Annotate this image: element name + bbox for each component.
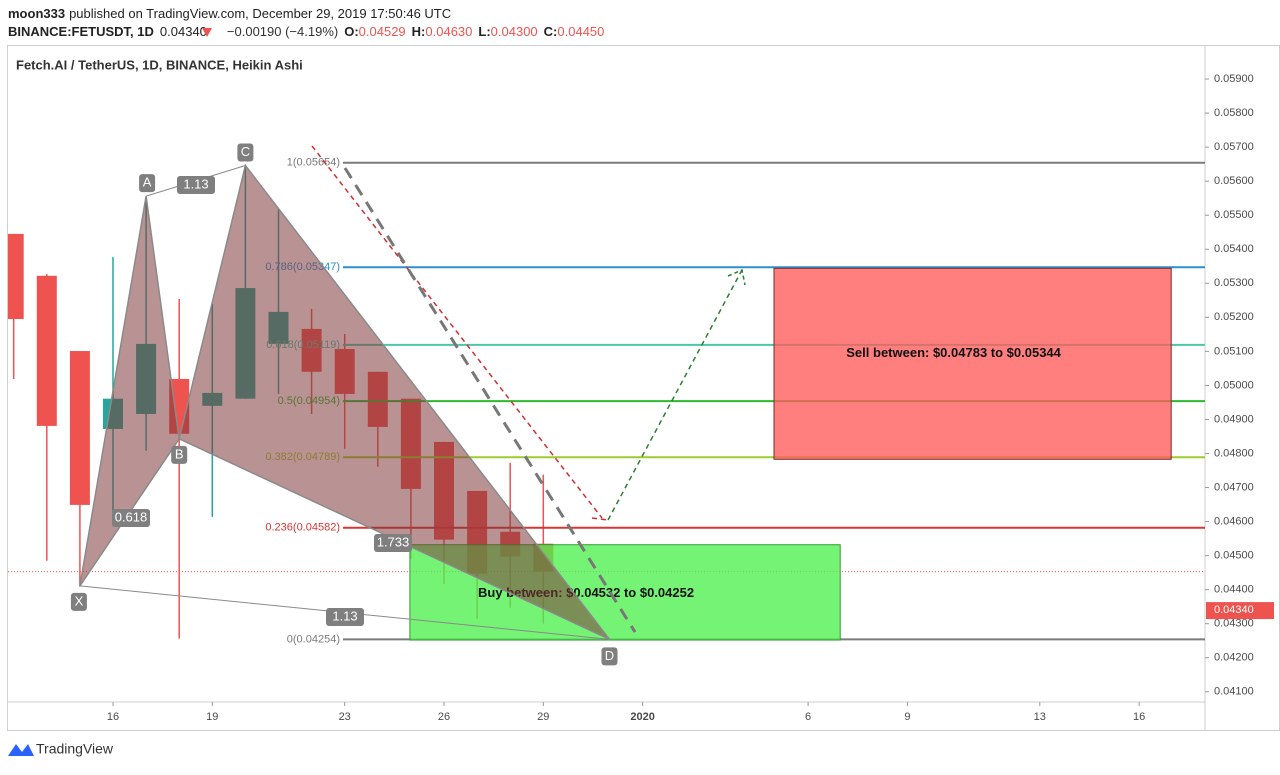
candle-body xyxy=(36,275,57,426)
harmonic-pattern xyxy=(79,163,611,641)
published: published on TradingView.com, December 2… xyxy=(69,6,451,21)
header-line: moon333 published on TradingView.com, Dec… xyxy=(8,6,451,21)
ohlc-key: O: xyxy=(344,24,358,39)
x-tick-label: 16 xyxy=(1133,711,1145,723)
last-price: 0.04340 xyxy=(160,24,207,39)
y-tick-label: 0.04900 xyxy=(1214,413,1254,425)
ratio-label: 1.13 xyxy=(332,608,357,623)
ohlc-value: 0.04529 xyxy=(359,24,406,39)
y-tick-label: 0.04100 xyxy=(1214,686,1254,698)
x-tick-label: 2020 xyxy=(630,711,654,723)
ohlc-value: 0.04300 xyxy=(491,24,538,39)
y-tick-label: 0.05000 xyxy=(1214,379,1254,391)
overlay: 0.04340 xyxy=(1206,602,1274,620)
x-tick-label: 26 xyxy=(438,711,450,723)
symbol: BINANCE:FETUSDT, 1D xyxy=(8,24,154,39)
point-label-box xyxy=(139,174,156,193)
ratio-label: 1.733 xyxy=(377,534,410,549)
fib-label: 0(0.04254) xyxy=(287,633,340,645)
x-tick-label: 23 xyxy=(339,711,351,723)
y-tick-label: 0.05600 xyxy=(1214,175,1254,187)
ohlc-value: 0.04450 xyxy=(557,24,604,39)
y-tick-label: 0.04400 xyxy=(1214,584,1254,596)
projections xyxy=(311,145,746,633)
point-label: A xyxy=(143,175,152,190)
candle-body xyxy=(8,233,24,320)
point-label: C xyxy=(241,144,250,159)
ratio-label-box xyxy=(374,534,412,552)
ohlc-key: C: xyxy=(544,24,558,39)
projection-line xyxy=(591,517,609,521)
ohlc-key: L: xyxy=(478,24,490,39)
ratio-label-box xyxy=(112,509,150,527)
x-tick-label: 16 xyxy=(107,711,119,723)
y-tick-label: 0.04700 xyxy=(1214,481,1254,493)
price-label-box xyxy=(1206,602,1274,620)
projection-line xyxy=(311,145,603,519)
pattern-xab xyxy=(79,196,180,587)
footer: TradingView xyxy=(8,741,114,757)
projection-line xyxy=(607,269,743,521)
y-tick-label: 0.04800 xyxy=(1214,447,1254,459)
y-tick-label: 0.05200 xyxy=(1214,311,1254,323)
symbol-line: BINANCE:FETUSDT, 1D 0.04340 −0.00190 (−4.1… xyxy=(8,24,604,39)
candle-body xyxy=(69,351,90,505)
ratio-label: 0.618 xyxy=(115,509,148,524)
zone-label: Sell between: $0.04783 to $0.05344 xyxy=(846,345,1061,360)
down-arrow xyxy=(202,28,212,37)
y-tick-label: 0.05100 xyxy=(1214,345,1254,357)
ohlc-value: 0.04630 xyxy=(425,24,472,39)
point-label: B xyxy=(175,446,184,461)
x-tick-label: 9 xyxy=(904,711,910,723)
x-tick-label: 19 xyxy=(206,711,218,723)
fib-label: 1(0.05654) xyxy=(287,157,340,169)
y-tick-label: 0.05300 xyxy=(1214,277,1254,289)
point-label-box xyxy=(601,647,618,666)
ratio-label-box xyxy=(177,176,215,194)
pattern-bcd xyxy=(178,163,611,641)
logo xyxy=(8,744,34,756)
y-tick-label: 0.05400 xyxy=(1214,243,1254,255)
point-label: D xyxy=(605,648,614,663)
y-tick-label: 0.05700 xyxy=(1214,141,1254,153)
point-label-box xyxy=(237,143,254,162)
point-label-box xyxy=(171,445,188,464)
change: −0.00190 (−4.19%) xyxy=(227,24,338,39)
ticks: 0.04100 0.04200 0.04300 0.04400 0.04500 0.046… xyxy=(107,73,1254,723)
projection-line xyxy=(343,167,637,633)
chart-title: Fetch.AI / TetherUS, 1D, BINANCE, Heikin… xyxy=(16,57,303,72)
ratio-label: 1.13 xyxy=(183,176,208,191)
arrow-head xyxy=(727,268,746,286)
y-tick-label: 0.04600 xyxy=(1214,515,1254,527)
point-label: X xyxy=(75,593,84,608)
y-tick-label: 0.04300 xyxy=(1214,618,1254,630)
brand: TradingView xyxy=(36,741,114,757)
x-tick-label: 29 xyxy=(537,711,549,723)
ohlc-key: H: xyxy=(412,24,426,39)
y-tick-label: 0.04200 xyxy=(1214,652,1254,664)
ratio-label-box xyxy=(326,608,364,626)
author: moon333 xyxy=(8,6,65,21)
plot-area: 1(0.05654)0.786(0.05347)0.618(0.05119)0.… xyxy=(8,143,1205,666)
y-tick-label: 0.05900 xyxy=(1214,73,1254,85)
zone xyxy=(773,267,1172,460)
y-tick-label: 0.05500 xyxy=(1214,209,1254,221)
x-tick-label: 6 xyxy=(805,711,811,723)
price-label: 0.04340 xyxy=(1214,604,1254,616)
fib-label: 0.236(0.04582) xyxy=(265,522,340,534)
pattern-labels: X A B C D 1.13 0.618 1.733 1.13 xyxy=(70,143,618,666)
y-tick-label: 0.04500 xyxy=(1214,550,1254,562)
x-tick-label: 13 xyxy=(1034,711,1046,723)
y-tick-label: 0.05800 xyxy=(1214,107,1254,119)
point-label-box xyxy=(70,592,87,611)
